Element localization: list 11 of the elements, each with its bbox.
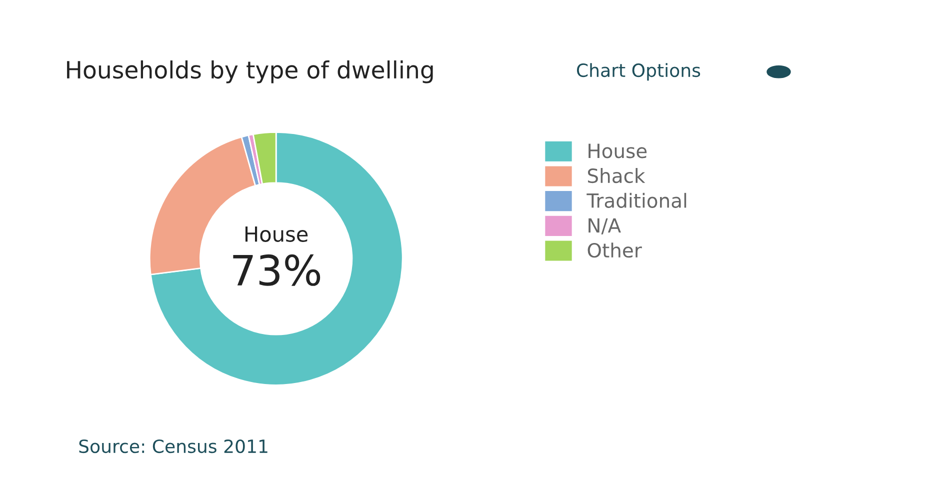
chart-title: Households by type of dwelling — [67, 60, 433, 84]
legend-label: House — [588, 144, 647, 158]
legend-label: Shack — [588, 168, 646, 184]
text: House — [245, 226, 308, 242]
donut-slice — [150, 132, 404, 386]
legend-label: Other — [588, 242, 642, 258]
legend-label: N/A — [588, 218, 621, 234]
text: 73% — [233, 254, 320, 286]
text: Chart Options — [576, 63, 700, 81]
source-note: Source: Census 2011 — [79, 439, 268, 454]
legend-label: Traditional — [586, 192, 686, 208]
